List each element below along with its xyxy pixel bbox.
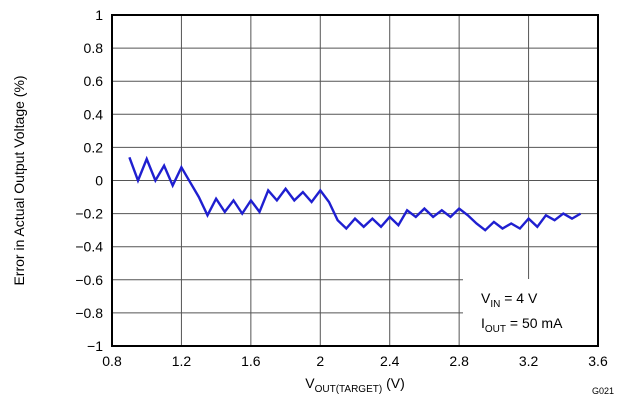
x-axis-title-main: V [305, 375, 315, 391]
x-tick-label: 3.6 [588, 353, 608, 369]
y-tick-label: 0.8 [84, 40, 104, 56]
annotation-vin: VIN = 4 V [481, 290, 538, 310]
y-tick-label: 0.4 [84, 106, 104, 122]
x-tick-label: 2.4 [380, 353, 400, 369]
annotation-vin-sub: IN [490, 299, 500, 310]
y-tick-label: 1 [95, 7, 103, 23]
x-tick-label: 1.6 [241, 353, 261, 369]
y-tick-label: 0.6 [84, 73, 104, 89]
annotation-iout-main: I [481, 315, 485, 331]
y-tick-label: −1 [87, 338, 103, 354]
x-tick-label: 1.2 [172, 353, 192, 369]
annotation-vin-main: V [481, 290, 491, 306]
y-tick-label: 0.2 [84, 139, 104, 155]
annotation-vin-rest: = 4 V [500, 290, 538, 306]
y-tick-label: −0.4 [75, 239, 103, 255]
y-tick-label: −0.8 [75, 305, 103, 321]
y-tick-labels: 1 0.8 0.6 0.4 0.2 0 −0.2 −0.4 −0.6 −0.8 −1 [75, 7, 103, 354]
x-tick-label: 0.8 [102, 353, 122, 369]
x-tick-label: 2.8 [449, 353, 469, 369]
series-layer [128, 155, 582, 232]
y-tick-label: −0.6 [75, 272, 103, 288]
x-tick-labels: 0.8 1.2 1.6 2 2.4 2.8 3.2 3.6 [102, 353, 608, 369]
y-axis-title: Error in Actual Output Voltage (%) [11, 75, 27, 285]
figure-id: G021 [592, 386, 614, 396]
annotation-box [463, 279, 597, 345]
plot-frame [111, 14, 599, 347]
annotation-iout-rest: = 50 mA [506, 315, 563, 331]
x-axis-title-sub: OUT(TARGET) [315, 384, 383, 395]
y-tick-label: −0.2 [75, 206, 103, 222]
y-tick-label: 0 [95, 173, 103, 189]
annotation-iout-sub: OUT [485, 324, 506, 335]
x-tick-label: 2 [316, 353, 324, 369]
series-line [128, 155, 582, 232]
x-axis-title: VOUT(TARGET) (V) [305, 375, 405, 395]
x-axis-title-unit: (V) [382, 375, 405, 391]
x-tick-label: 3.2 [519, 353, 539, 369]
annotation-iout: IOUT = 50 mA [481, 315, 563, 335]
